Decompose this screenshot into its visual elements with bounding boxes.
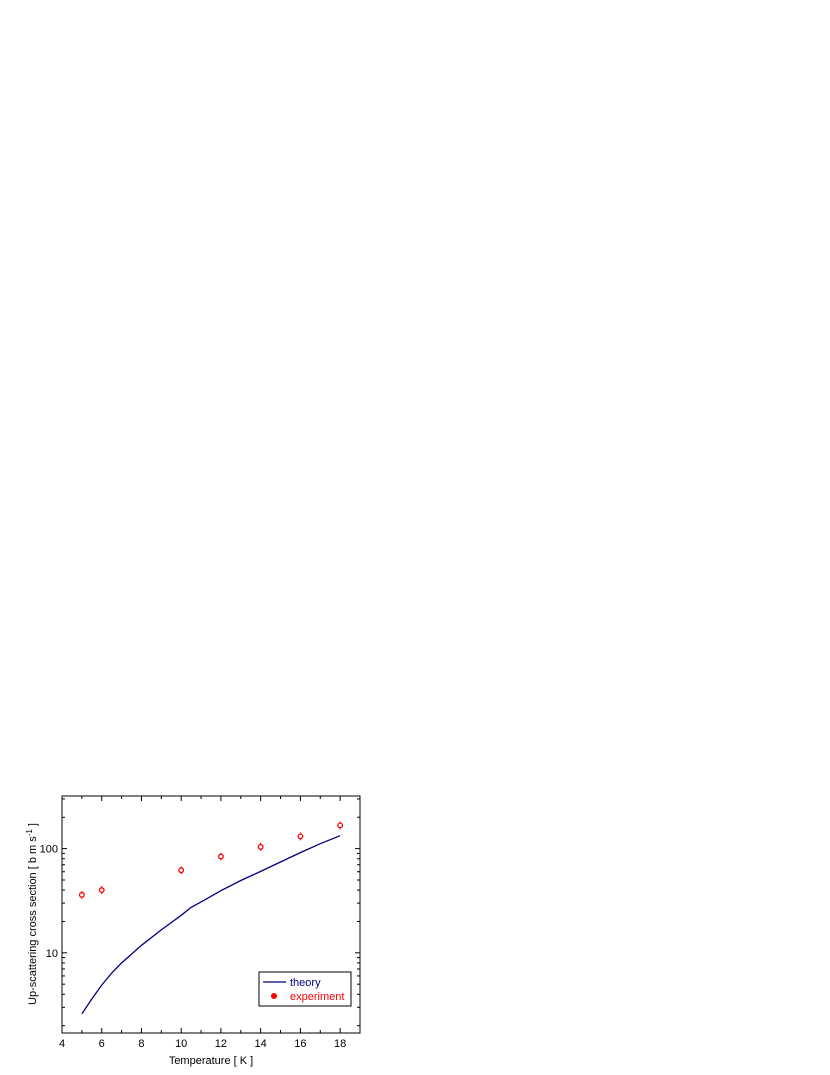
y-axis-ticks: 10 100 <box>40 798 360 1027</box>
x-tick-label: 8 <box>138 1038 144 1050</box>
x-tick-label: 4 <box>59 1038 65 1050</box>
y-tick-label: 100 <box>40 844 58 856</box>
x-tick-label: 6 <box>99 1038 105 1050</box>
experiment-point <box>337 822 344 829</box>
legend-box <box>258 971 352 1007</box>
x-tick-label: 10 <box>175 1038 187 1050</box>
x-axis-ticks: 4 6 8 10 12 14 16 18 <box>59 796 346 1050</box>
y-axis-title-end: ] <box>27 823 39 829</box>
y-axis-title-sup: -1 <box>25 829 34 837</box>
legend-theory-label: theory <box>290 977 321 989</box>
x-tick-label: 14 <box>255 1038 267 1050</box>
x-tick-label: 16 <box>294 1038 306 1050</box>
experiment-point <box>78 891 85 898</box>
theory-line <box>81 835 341 1015</box>
x-tick-label: 12 <box>215 1038 227 1050</box>
plot-frame <box>61 795 361 1034</box>
x-tick-label: 18 <box>334 1038 346 1050</box>
experiment-series <box>78 821 344 899</box>
y-axis-title-main: Up-scattering cross section [ b m s <box>27 836 39 1005</box>
x-axis-title: Temperature [ K ] <box>169 1055 253 1067</box>
y-tick-label: 10 <box>46 948 58 960</box>
y-axis-title: Up-scattering cross section [ b m s-1 ] <box>25 823 39 1005</box>
legend: theory experiment <box>258 971 352 1007</box>
experiment-point <box>257 843 264 850</box>
experiment-point <box>217 853 224 860</box>
experiment-point <box>178 867 185 874</box>
theory-series <box>81 835 341 1015</box>
legend-experiment-swatch <box>271 993 277 999</box>
experiment-point <box>297 833 304 840</box>
legend-experiment-label: experiment <box>290 991 344 1003</box>
experiment-point <box>98 887 105 894</box>
